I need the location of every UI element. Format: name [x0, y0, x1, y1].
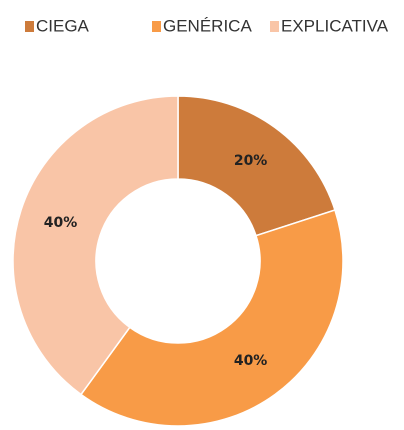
- value-label: 20%: [234, 153, 268, 169]
- legend-label: EXPLICATIVA: [281, 16, 389, 35]
- legend-swatch: [25, 21, 34, 32]
- legend-swatch: [270, 21, 279, 32]
- slice: [177, 95, 336, 237]
- value-label: 40%: [44, 215, 78, 231]
- slice: [12, 95, 179, 396]
- legend-label: GENÉRICA: [163, 16, 252, 35]
- legend-label: CIEGA: [36, 16, 90, 35]
- value-label: 40%: [234, 353, 268, 369]
- slice: [79, 209, 344, 427]
- legend-swatch: [152, 21, 161, 32]
